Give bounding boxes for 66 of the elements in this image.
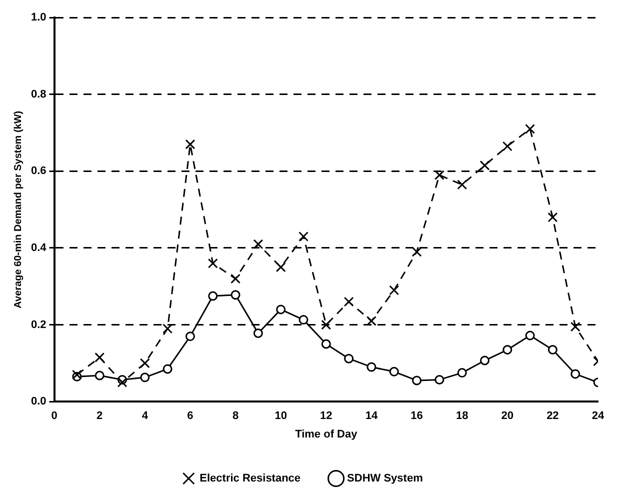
point (162, 324, 173, 334)
point (389, 366, 399, 376)
point (389, 285, 400, 296)
x-tick-label: 12 (320, 410, 332, 422)
y-tick-label: 0.6 (30, 165, 46, 178)
point (525, 330, 535, 340)
point (366, 362, 376, 372)
point (185, 139, 196, 150)
point (412, 246, 422, 257)
point (366, 316, 376, 326)
x-axis-title: Time of Day (295, 428, 358, 440)
x-tick-label: 18 (456, 410, 468, 422)
point (208, 291, 218, 301)
point (434, 374, 444, 384)
point (117, 377, 128, 388)
point (185, 332, 195, 342)
point (140, 372, 150, 382)
x-tick-label: 2 (96, 410, 103, 422)
y-tick-label: 0.2 (30, 318, 46, 331)
point (570, 322, 580, 332)
point (570, 369, 580, 379)
point (94, 370, 104, 380)
x-tick-label: 4 (142, 410, 149, 422)
point (525, 124, 536, 134)
point (94, 352, 105, 362)
y-tick-label: 0.4 (30, 242, 48, 254)
y-axis-title: Average 60-min Demand per System (kW) (12, 110, 24, 308)
x-tick-label: 6 (187, 410, 194, 422)
point (208, 258, 218, 268)
point (140, 358, 150, 368)
point (434, 170, 444, 180)
x-tick-label: 24 (592, 410, 605, 422)
x-tick-label: 22 (546, 410, 559, 422)
x-tick-label: 10 (274, 410, 287, 422)
point (480, 356, 490, 366)
point (253, 239, 264, 250)
point (276, 304, 286, 314)
point (230, 274, 241, 284)
y-tick-label: 0.8 (30, 88, 46, 100)
point (548, 212, 558, 222)
y-tick-label: 0.0 (30, 396, 46, 408)
x-tick-label: 8 (232, 410, 239, 422)
point (502, 345, 512, 355)
x-tick-label: 16 (410, 410, 423, 422)
x-tick-label: 20 (501, 410, 514, 422)
x-tick-label: 0 (51, 410, 58, 422)
legend-label: Electric Resistance (200, 472, 301, 485)
point (457, 180, 468, 190)
point (457, 368, 467, 378)
point (321, 339, 331, 349)
point (253, 328, 263, 338)
point (344, 296, 354, 307)
y-tick-label: 1.0 (30, 12, 46, 24)
point (412, 376, 422, 386)
point (230, 290, 240, 300)
point (502, 141, 512, 152)
point (162, 364, 172, 374)
point (276, 262, 286, 272)
point (298, 315, 308, 325)
point (321, 320, 332, 330)
x-tick-label: 14 (365, 410, 378, 422)
point (548, 345, 558, 355)
legend-label: SDHW System (347, 472, 424, 485)
point (480, 160, 490, 170)
point (298, 231, 308, 242)
point (344, 354, 354, 364)
